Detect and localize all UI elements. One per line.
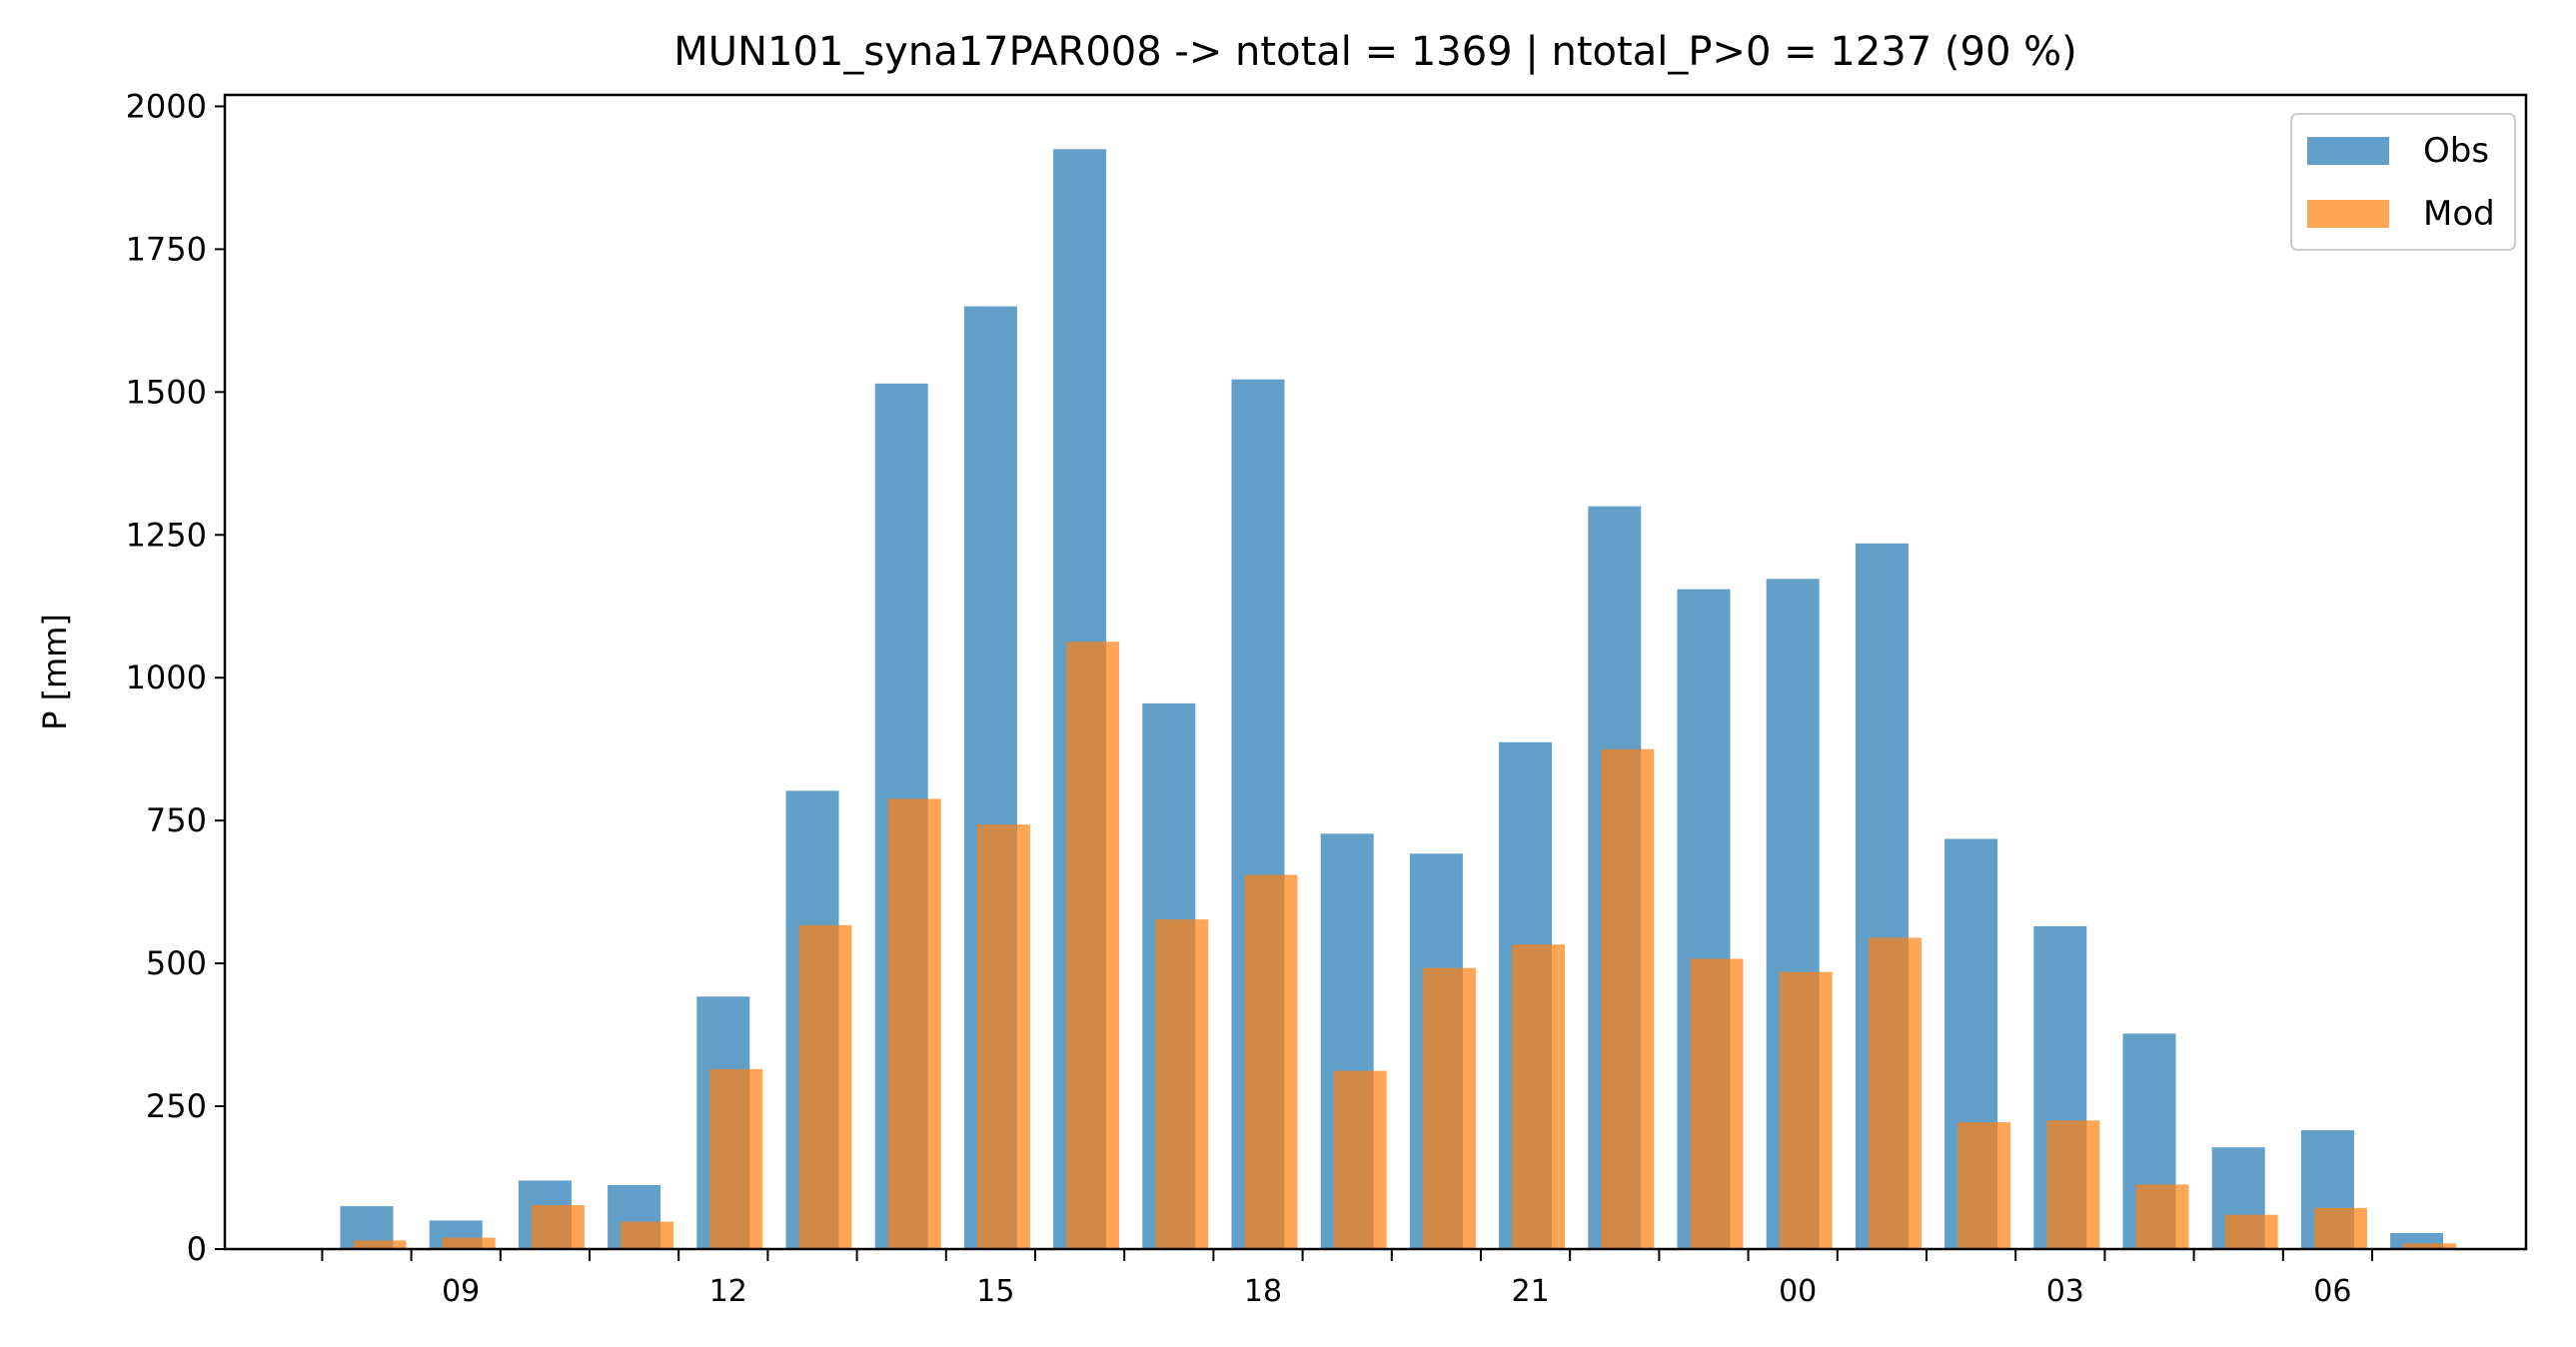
y-tick-label: 1750 [126, 230, 207, 268]
bar-mod-09 [442, 1237, 496, 1249]
bar-mod-06 [2313, 1207, 2367, 1249]
bar-mod-21 [1512, 944, 1566, 1249]
y-tick-label: 1500 [126, 373, 207, 411]
bar-mod-07 [2403, 1243, 2457, 1249]
bar-mod-15 [976, 824, 1030, 1249]
bar-mod-08 [353, 1240, 407, 1249]
bar-mod-05 [2224, 1214, 2278, 1249]
bar-mod-23 [1690, 958, 1744, 1249]
x-tick-label: 15 [976, 1274, 1014, 1309]
bar-mod-02 [1957, 1122, 2011, 1249]
y-tick-label: 1250 [126, 516, 207, 554]
x-tick-label: 21 [1512, 1274, 1550, 1309]
bar-mod-10 [531, 1205, 585, 1249]
bar-mod-14 [887, 798, 941, 1249]
bar-mod-19 [1333, 1070, 1387, 1249]
bar-mod-11 [621, 1221, 674, 1249]
bar-mod-17 [1155, 919, 1209, 1249]
bar-mod-04 [2135, 1184, 2189, 1249]
bar-mod-16 [1066, 642, 1120, 1249]
legend-swatch-obs [2307, 137, 2389, 165]
x-tick-label: 06 [2313, 1274, 2351, 1309]
bar-mod-01 [1868, 937, 1922, 1249]
chart-title: MUN101_syna17PAR008 -> ntotal = 1369 | n… [673, 29, 2076, 75]
bar-mod-00 [1779, 971, 1833, 1249]
x-tick-label: 18 [1244, 1274, 1282, 1309]
y-tick-label: 750 [146, 801, 207, 839]
y-tick-label: 2000 [126, 87, 207, 125]
y-tick-label: 0 [187, 1230, 207, 1268]
bar-mod-20 [1422, 967, 1476, 1249]
obs-series-bars [340, 149, 2444, 1250]
legend: Obs Mod [2290, 113, 2516, 251]
y-axis-label: P [mm] [36, 614, 74, 730]
plot-area-frame [223, 93, 2528, 1251]
legend-swatch-mod [2307, 200, 2389, 228]
x-tick-label: 03 [2046, 1274, 2084, 1309]
y-axis-ticks: 0 250 500 750 1000 1250 1500 1750 2000 [126, 87, 225, 1268]
bar-mod-18 [1244, 874, 1298, 1249]
y-tick-label: 1000 [126, 659, 207, 696]
x-tick-label: 09 [442, 1274, 480, 1309]
mod-series-bars [353, 642, 2457, 1249]
x-tick-label: 12 [709, 1274, 747, 1309]
bar-mod-03 [2046, 1120, 2100, 1249]
x-tick-label: 00 [1779, 1274, 1817, 1309]
legend-label-obs: Obs [2423, 131, 2489, 171]
bar-mod-22 [1601, 748, 1655, 1249]
x-axis-ticks: 09 12 15 18 21 00 03 06 [321, 1249, 2373, 1309]
bar-mod-13 [798, 924, 852, 1249]
y-tick-label: 250 [146, 1087, 207, 1125]
bar-mod-12 [709, 1068, 763, 1249]
y-tick-label: 500 [146, 944, 207, 982]
legend-label-mod: Mod [2423, 194, 2495, 234]
